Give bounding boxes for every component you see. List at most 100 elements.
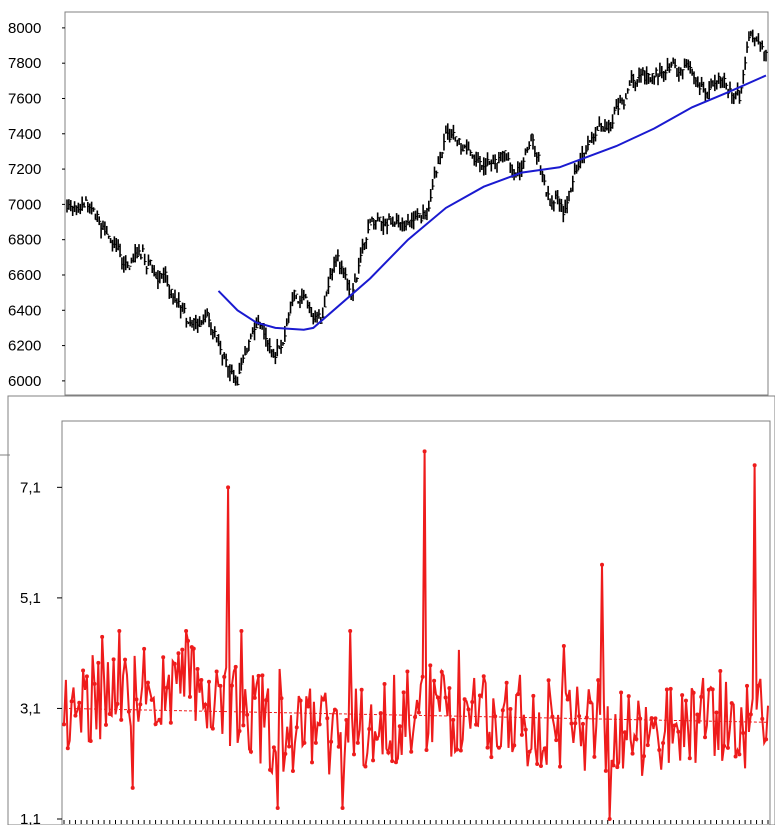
ratio-point [622,730,627,735]
ratio-point [237,729,242,734]
price-y-tick-label: 7400 [8,126,41,143]
ratio-point [699,694,704,699]
ratio-point [103,722,108,727]
price-y-tick-label: 7600 [8,90,41,107]
ratio-point [271,745,276,750]
ratio-point [363,764,368,769]
ratio-point [737,752,742,757]
price-y-tick-label: 7800 [8,55,41,72]
ratio-point [764,737,769,742]
ratio-point [252,695,257,700]
ratio-chart: 7,1 5,1 3,1 1,1 [20,420,771,825]
ratio-point [477,693,482,698]
price-y-tick-label: 7000 [8,196,41,213]
ratio-point [405,669,410,674]
ratio-point [561,644,566,649]
price-y-tick-label: 6600 [8,267,41,284]
ratio-point [485,745,490,750]
ratio-point [615,765,620,770]
ratio-point [382,681,387,686]
ratio-point [165,685,170,690]
ratio-plot-area [61,420,771,825]
ratio-point [725,745,730,750]
ratio-point [512,743,517,748]
ratio-point [535,761,540,766]
ratio-point [422,449,427,454]
ratio-point [287,744,292,749]
ratio-point [683,698,688,703]
ratio-point [672,723,677,728]
ratio-point [359,687,364,692]
ratio-point [714,710,719,715]
ratio-point [117,629,122,634]
ratio-point [729,701,734,706]
ratio-point [538,763,543,768]
ratio-point [569,721,574,726]
ratio-point [161,655,166,660]
ratio-point [65,746,70,751]
ratio-y-tick-label: 1,1 [20,811,41,825]
ratio-point [649,716,654,721]
ratio-point [88,738,93,743]
ratio-point [378,711,383,716]
ratio-point [264,698,269,703]
price-chart: 8000 7800 7600 7400 7200 7000 6800 6600 6400 6200… [8,11,769,396]
ratio-point [187,694,192,699]
ratio-point [611,763,616,768]
ratio-point [432,678,437,683]
ratio-point [111,657,116,662]
ratio-point [760,716,765,721]
ratio-point [428,663,433,668]
ratio-point [706,687,711,692]
ratio-point [248,749,253,754]
ratio-point [275,805,280,810]
ratio-point [126,709,131,714]
ratio-point [123,657,128,662]
ratio-point [298,698,303,703]
ratio-point [302,740,307,745]
ratio-point [393,760,398,765]
ratio-point [268,767,273,772]
ratio-point [336,744,341,749]
ratio-point [668,686,673,691]
ratio-point [73,713,78,718]
ratio-point [294,725,299,730]
ratio-point [306,704,311,709]
ratio-point [596,678,601,683]
ratio-point [722,743,727,748]
ratio-point [653,716,658,721]
ratio-point [634,737,639,742]
ratio-point [577,714,582,719]
ratio-point [603,768,608,773]
price-y-tick-label: 6200 [8,338,41,355]
ratio-points [62,449,769,821]
ratio-point [504,680,509,685]
ratio-point [206,679,211,684]
ratio-point [630,751,635,756]
ratio-point [546,678,551,683]
price-y-axis-ticks: 8000 7800 7600 7400 7200 7000 6800 6600 6400 6200… [8,20,65,390]
ratio-point [718,668,723,673]
moving-average-line [217,74,767,331]
ratio-point [626,694,631,699]
ratio-point [470,700,475,705]
ratio-point [374,736,379,741]
ratio-point [508,706,513,711]
ratio-point [351,752,356,757]
ratio-point [558,764,563,769]
ratio-point [92,681,97,686]
ratio-point [745,683,750,688]
ratio-point [229,683,234,688]
ratio-point [481,674,486,679]
ratio-point [233,664,238,669]
ratio-point [325,716,330,721]
ratio-point [195,666,200,671]
ratio-point [409,749,414,754]
ratio-point [413,715,418,720]
ratio-point [435,695,440,700]
ratio-point [554,738,559,743]
ratio-point [241,723,246,728]
ratio-point [695,712,700,717]
ratio-point [496,745,501,750]
ratio-point [752,463,757,468]
